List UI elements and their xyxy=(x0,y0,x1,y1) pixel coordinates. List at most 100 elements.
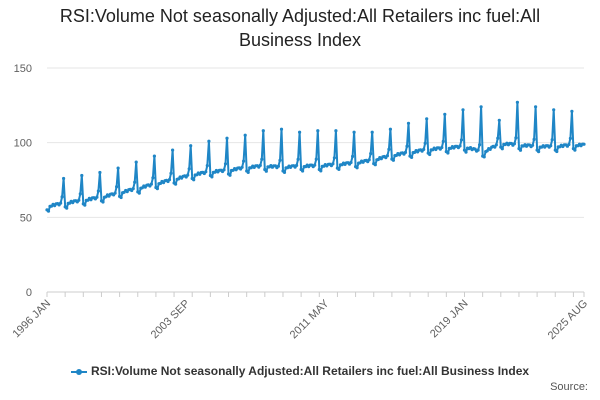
data-point xyxy=(367,158,371,162)
data-point xyxy=(116,166,120,170)
data-point xyxy=(298,130,302,134)
data-point xyxy=(568,136,573,140)
data-point xyxy=(461,108,465,112)
data-point xyxy=(405,144,409,148)
data-point xyxy=(496,136,500,140)
data-point xyxy=(246,170,250,174)
data-point xyxy=(441,139,445,143)
data-point xyxy=(261,129,265,133)
y-tick-label-100: 100 xyxy=(14,138,32,150)
data-point xyxy=(332,156,336,160)
data-point xyxy=(260,157,264,161)
data-point xyxy=(210,175,214,179)
data-point xyxy=(174,182,178,186)
series-layer xyxy=(45,100,586,213)
data-point xyxy=(403,150,408,154)
data-point xyxy=(205,164,209,168)
data-point xyxy=(582,142,586,146)
data-point xyxy=(532,137,536,141)
data-point xyxy=(476,148,480,152)
data-point xyxy=(355,166,359,170)
data-point xyxy=(385,154,389,158)
data-point xyxy=(204,170,208,174)
x-tick-label-1: 2003 SEP xyxy=(149,298,193,342)
data-point xyxy=(494,143,498,147)
data-point xyxy=(422,147,426,151)
data-point xyxy=(171,148,175,152)
source-label[interactable]: Source: xyxy=(550,381,588,393)
data-point xyxy=(187,167,191,171)
data-point xyxy=(410,155,414,159)
data-point xyxy=(152,154,156,158)
data-point xyxy=(352,130,356,134)
data-point xyxy=(113,191,117,195)
data-point xyxy=(78,192,82,196)
data-point xyxy=(59,201,63,205)
data-point xyxy=(488,147,492,151)
data-point xyxy=(550,138,554,142)
data-point xyxy=(349,160,353,165)
data-point xyxy=(485,149,489,153)
data-point xyxy=(552,108,556,112)
y-tick-label-50: 50 xyxy=(20,212,32,224)
data-point xyxy=(518,148,523,152)
data-point xyxy=(316,129,320,133)
data-point xyxy=(387,147,391,151)
x-tick-label-4: 2025 AUG xyxy=(546,298,590,342)
data-point xyxy=(331,162,335,166)
data-point xyxy=(478,143,482,147)
chart-title: RSI:Volume Not seasonally Adjusted:All R… xyxy=(59,6,541,50)
data-point xyxy=(295,163,299,167)
data-point xyxy=(369,152,373,156)
data-point xyxy=(514,136,518,140)
data-point xyxy=(482,155,486,159)
data-point xyxy=(65,206,69,210)
data-point xyxy=(512,142,517,146)
data-point xyxy=(388,127,392,131)
legend-label: RSI:Volume Not seasonally Adjusted:All R… xyxy=(90,364,530,378)
data-point xyxy=(500,147,504,151)
data-point xyxy=(189,144,193,148)
data-point xyxy=(282,170,287,174)
grid-lines xyxy=(47,67,584,218)
data-point xyxy=(83,203,87,207)
data-point xyxy=(77,198,81,202)
data-point xyxy=(242,159,246,163)
legend[interactable]: RSI:Volume Not seasonally Adjusted:All R… xyxy=(0,364,600,378)
data-point xyxy=(169,171,173,175)
data-point xyxy=(567,142,571,147)
data-point xyxy=(425,117,429,121)
legend-swatch xyxy=(70,367,87,377)
x-tick-label-2: 2011 MAY xyxy=(288,297,332,341)
data-point xyxy=(406,121,411,125)
x-tick-label-3: 2019 JAN xyxy=(428,298,471,341)
data-point xyxy=(479,105,483,109)
data-point xyxy=(570,109,574,113)
data-point xyxy=(155,187,159,191)
data-point xyxy=(515,100,520,104)
data-point xyxy=(373,163,377,167)
y-tick-label-0: 0 xyxy=(26,287,32,299)
data-point xyxy=(222,168,226,172)
data-point xyxy=(60,195,64,199)
data-point xyxy=(446,151,450,155)
data-point xyxy=(278,158,282,162)
data-point xyxy=(258,163,262,167)
data-point xyxy=(101,200,105,204)
data-point xyxy=(537,150,541,154)
data-point xyxy=(149,182,153,186)
data-point xyxy=(334,129,338,133)
data-point xyxy=(186,173,190,177)
data-point xyxy=(296,157,300,161)
x-tick-label-0: 1996 JAN xyxy=(10,298,53,341)
data-point xyxy=(279,127,284,131)
data-point xyxy=(337,167,341,171)
data-point xyxy=(443,112,447,116)
data-point xyxy=(223,162,228,166)
data-point xyxy=(370,130,374,134)
data-point xyxy=(573,148,577,152)
data-point xyxy=(80,173,84,178)
data-point xyxy=(423,141,427,145)
data-point xyxy=(207,139,211,143)
data-point xyxy=(225,136,229,140)
